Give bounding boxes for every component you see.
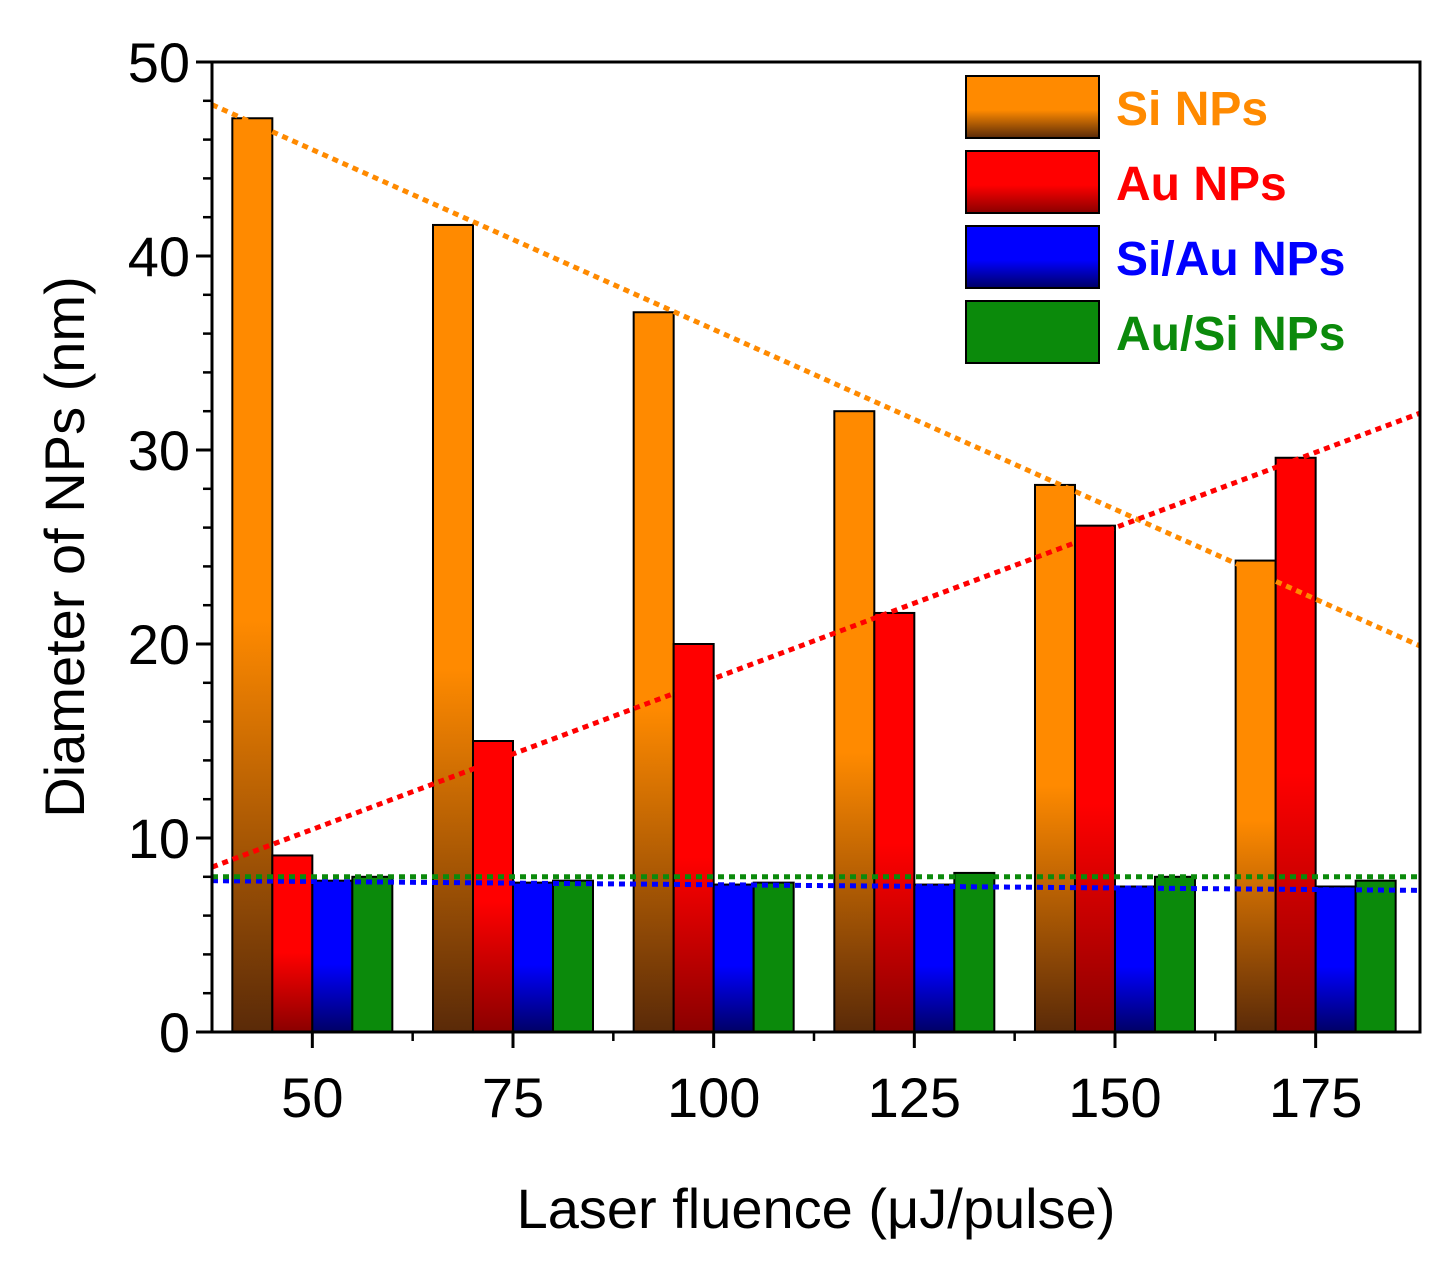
trendline-si-nps (210, 102, 1422, 649)
bar-au-si-nps-50 (351, 875, 394, 1033)
x-tick-label: 175 (1269, 1066, 1362, 1129)
legend-label-au-nps: Au NPs (1116, 158, 1287, 211)
bar-si-au-nps-150 (1113, 885, 1156, 1033)
bar-si-nps-125 (833, 410, 876, 1033)
bar-au-nps-175 (1274, 456, 1317, 1033)
bar-si-au-nps-175 (1314, 885, 1357, 1033)
bar-au-nps-100 (672, 643, 715, 1033)
bar-si-nps-150 (1033, 483, 1076, 1034)
x-axis: 50 75 100 125 150 175 (281, 1032, 1362, 1129)
bar-au-nps-150 (1073, 524, 1116, 1033)
x-tick-label: 150 (1068, 1066, 1161, 1129)
legend-label-au-si-nps: Au/Si NPs (1116, 308, 1345, 361)
plot-frame (210, 60, 1422, 1034)
legend-swatch-au-nps (965, 150, 1100, 214)
bar-si-nps-50 (231, 117, 274, 1033)
bar-si-nps-75 (431, 223, 474, 1033)
y-axis: 0 10 20 30 40 50 (128, 31, 212, 1064)
bar-si-au-nps-125 (913, 883, 956, 1033)
trendlines-layer (210, 102, 1422, 893)
y-tick-label: 30 (128, 419, 190, 482)
legend: Si NPs Au NPs Si/Au NPs Au/Si NPs (965, 75, 1345, 364)
y-tick-label: 10 (128, 807, 190, 870)
bar-au-nps-125 (873, 611, 916, 1034)
x-tick-label: 100 (667, 1066, 760, 1129)
legend-swatch-si-au-nps (965, 225, 1100, 289)
bar-au-si-nps-125 (953, 871, 996, 1033)
y-tick-label: 40 (128, 225, 190, 288)
bars-layer (231, 117, 1397, 1034)
x-tick-label: 125 (868, 1066, 961, 1129)
bar-au-si-nps-175 (1354, 879, 1397, 1033)
legend-label-si-au-nps: Si/Au NPs (1116, 233, 1345, 286)
y-axis-label: Diameter of NPs (nm) (33, 276, 96, 817)
y-tick-label: 50 (128, 31, 190, 94)
bar-si-au-nps-75 (511, 881, 554, 1033)
bar-au-si-nps-75 (551, 879, 594, 1033)
trendline-si-au-nps (211, 878, 1421, 893)
bar-si-nps-100 (632, 311, 675, 1033)
bar-au-si-nps-150 (1153, 875, 1196, 1033)
y-tick-label: 20 (128, 613, 190, 676)
legend-swatch-si-nps (965, 75, 1100, 139)
legend-swatch-au-si-nps (965, 300, 1100, 364)
x-tick-label: 50 (281, 1066, 343, 1129)
bar-si-nps-175 (1234, 559, 1277, 1034)
x-axis-label: Laser fluence (μJ/pulse) (517, 1177, 1116, 1240)
bar-si-au-nps-100 (712, 883, 755, 1033)
bar-au-nps-50 (271, 854, 314, 1034)
legend-label-si-nps: Si NPs (1116, 83, 1268, 136)
bar-au-si-nps-100 (752, 881, 795, 1033)
bar-au-nps-75 (471, 740, 514, 1033)
x-tick-label: 75 (482, 1066, 544, 1129)
bar-si-au-nps-50 (311, 879, 354, 1033)
y-tick-label: 0 (159, 1001, 190, 1064)
